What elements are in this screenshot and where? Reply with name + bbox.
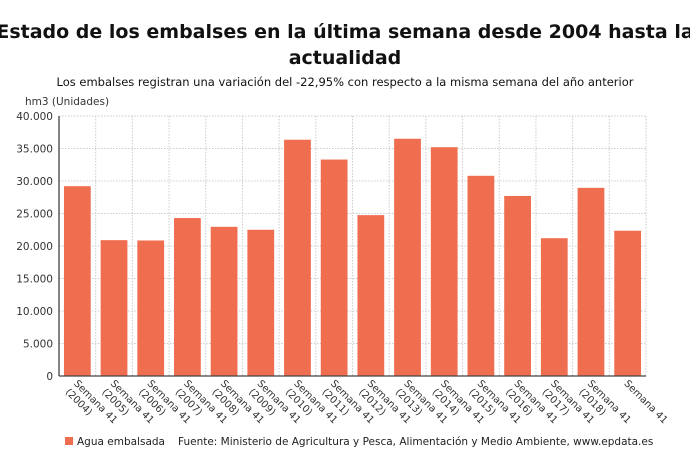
bar	[63, 186, 91, 376]
bar	[357, 215, 385, 376]
bar	[284, 139, 311, 376]
bar	[247, 229, 275, 376]
y-tick-label: 10.000	[16, 306, 53, 318]
bar	[100, 240, 128, 376]
y-tick-label: 40.000	[16, 111, 53, 123]
bar	[467, 175, 495, 376]
y-tick-label: 15.000	[16, 274, 53, 286]
bar	[614, 230, 642, 376]
bar	[174, 218, 201, 376]
bar	[540, 238, 568, 376]
y-ticks: 0 5.000 10.000 15.000 20.000 25.000 30.000 35.0…	[16, 111, 60, 383]
bar	[577, 187, 605, 376]
x-ticks: Semana 41(2004) Semana 41(2005) Semana 41(…	[59, 375, 669, 426]
bar	[504, 195, 531, 376]
chart-title-line-1: Estado de los embalses en la última sema…	[0, 21, 690, 43]
bar	[320, 159, 348, 376]
y-tick-label: 35.000	[16, 144, 53, 156]
source-note: Fuente: Ministerio de Agricultura y Pesc…	[178, 436, 653, 448]
y-axis-label: hm3 (Unidades)	[25, 96, 109, 108]
bar	[137, 240, 165, 376]
legend-label: Agua embalsada	[77, 436, 165, 448]
y-tick-label: 25.000	[16, 209, 53, 221]
y-tick-label: 30.000	[16, 176, 53, 188]
chart-title-line-2: actualidad	[289, 47, 402, 69]
bar	[394, 138, 421, 376]
legend-swatch	[65, 437, 73, 445]
bars	[63, 138, 642, 376]
y-tick-label: 5.000	[23, 339, 53, 351]
y-tick-label: 20.000	[16, 241, 53, 253]
bar	[430, 147, 458, 376]
bar	[210, 226, 238, 376]
y-tick-label: 0	[46, 371, 53, 383]
chart-subtitle: Los embalses registran una variación del…	[57, 75, 634, 89]
